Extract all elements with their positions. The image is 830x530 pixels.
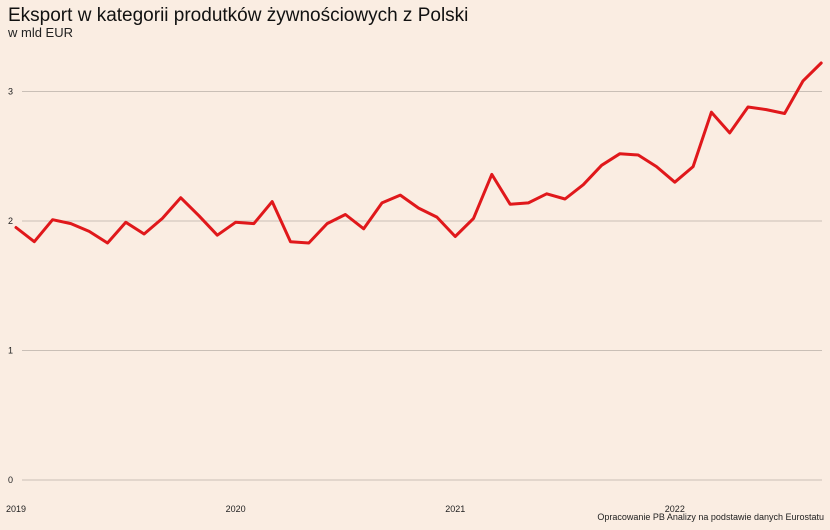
- series-layer: [14, 61, 823, 245]
- data-point: [198, 214, 201, 217]
- x-axis-tick-labels: 2019 2020 2021 2022: [6, 504, 685, 514]
- y-axis-tick-labels: 0 1 2 3: [8, 87, 13, 486]
- data-point: [381, 201, 384, 204]
- data-point: [399, 194, 402, 197]
- data-point: [509, 203, 512, 206]
- data-point: [618, 152, 621, 155]
- data-point: [417, 207, 420, 210]
- data-point: [600, 164, 603, 167]
- data-point: [783, 112, 786, 115]
- x-tick-label: 2020: [226, 504, 246, 514]
- data-point: [143, 232, 146, 235]
- data-point: [527, 201, 530, 204]
- y-tick-label: 3: [8, 87, 13, 97]
- data-point: [564, 197, 567, 200]
- data-point: [655, 165, 658, 168]
- x-tick-label: 2021: [445, 504, 465, 514]
- data-point: [673, 181, 676, 184]
- grid-lines: [22, 91, 822, 481]
- data-point: [307, 242, 310, 245]
- data-point: [582, 183, 585, 186]
- series-line: [14, 61, 823, 245]
- x-tick-label: 2022: [665, 504, 685, 514]
- data-point: [344, 213, 347, 216]
- data-point: [252, 222, 255, 225]
- data-point: [106, 242, 109, 245]
- data-point: [51, 218, 54, 221]
- data-point: [362, 227, 365, 230]
- data-point: [289, 240, 292, 243]
- data-point: [216, 234, 219, 237]
- data-point: [765, 108, 768, 111]
- data-point: [747, 106, 750, 109]
- data-point: [161, 217, 164, 220]
- x-tick-label: 2019: [6, 504, 26, 514]
- data-point: [435, 216, 438, 219]
- data-point: [179, 196, 182, 199]
- data-point: [637, 153, 640, 156]
- data-point: [545, 192, 548, 195]
- data-point: [490, 173, 493, 176]
- y-tick-label: 0: [8, 475, 13, 485]
- data-point: [69, 222, 72, 225]
- data-point: [801, 80, 804, 83]
- data-point: [33, 240, 36, 243]
- data-point: [124, 221, 127, 224]
- data-point: [820, 62, 823, 65]
- y-tick-label: 1: [8, 346, 13, 356]
- data-point: [326, 222, 329, 225]
- data-point: [710, 111, 713, 114]
- data-point: [472, 217, 475, 220]
- data-point: [15, 226, 18, 229]
- y-tick-label: 2: [8, 216, 13, 226]
- data-point: [692, 165, 695, 168]
- source-note: Opracowanie PB Analizy na podstawie dany…: [597, 512, 824, 522]
- chart-title: Eksport w kategorii produtków żywnościow…: [8, 5, 469, 26]
- data-point: [234, 221, 237, 224]
- chart-subtitle: w mld EUR: [8, 25, 74, 40]
- data-point: [728, 131, 731, 134]
- data-point: [454, 235, 457, 238]
- data-point: [88, 230, 91, 233]
- data-point: [271, 200, 274, 203]
